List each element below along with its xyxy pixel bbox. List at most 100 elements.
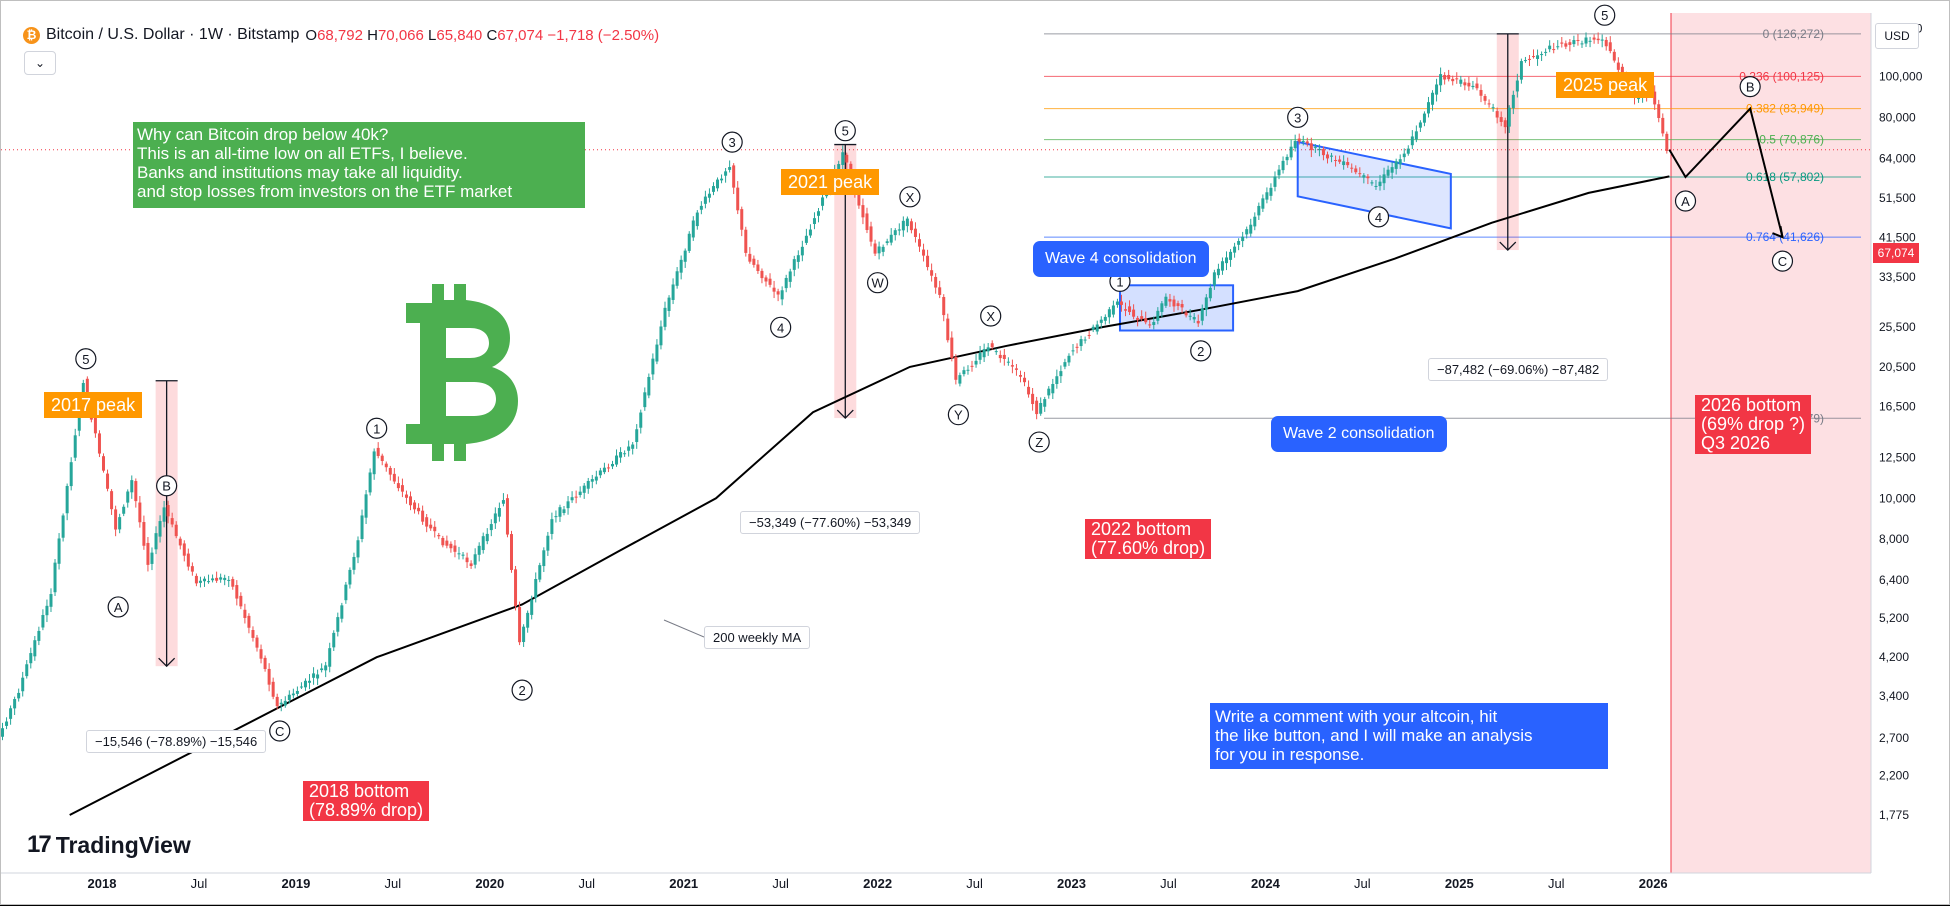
- candle-body: [1463, 82, 1467, 86]
- candle-body: [1002, 354, 1006, 359]
- collapse-legend-button[interactable]: ⌄: [24, 51, 56, 75]
- y-tick-label: 6,400: [1879, 573, 1909, 587]
- wave-label: 5: [1601, 8, 1608, 23]
- candle-body: [69, 462, 73, 487]
- note-line: the like button, and I will make an anal…: [1215, 726, 1533, 745]
- candle-body: [1027, 386, 1031, 395]
- candle-body: [558, 507, 562, 517]
- wave-label: 1: [373, 421, 380, 436]
- candle-body: [663, 307, 667, 327]
- candle-body: [627, 446, 631, 451]
- candle-body: [699, 205, 703, 210]
- tradingview-logo[interactable]: 17 TradingView: [27, 831, 191, 859]
- candle-body: [1600, 39, 1604, 41]
- candle-body: [1596, 38, 1600, 41]
- candle-body: [93, 417, 97, 434]
- candle-body: [1495, 111, 1499, 118]
- candle-body: [106, 473, 110, 489]
- wave-label: 5: [842, 124, 849, 139]
- candle-body: [728, 167, 732, 170]
- x-tick-label: 2024: [1251, 876, 1281, 891]
- wave-label: B: [162, 479, 171, 494]
- candle-body: [433, 526, 437, 532]
- y-tick-label: 12,500: [1879, 450, 1916, 464]
- candle-body: [65, 485, 69, 514]
- wave-label-circle: [1287, 106, 1309, 128]
- wave-label: Y: [954, 408, 963, 423]
- candle-body: [667, 297, 671, 311]
- candle-body: [1023, 377, 1027, 383]
- candle-body: [1043, 399, 1047, 407]
- candle-body: [857, 189, 861, 206]
- candle-body: [691, 220, 695, 238]
- candle-body: [251, 629, 255, 638]
- candle-body: [473, 554, 477, 565]
- candle-body: [1568, 42, 1572, 45]
- candle-body: [720, 178, 724, 181]
- bottom-label-2022: 2022 bottom (77.60% drop): [1085, 519, 1212, 559]
- candle-body: [772, 287, 776, 292]
- candle-body: [1128, 306, 1132, 313]
- candle-body: [384, 463, 388, 468]
- candle-body: [1334, 159, 1338, 161]
- candle-body: [1140, 316, 1144, 320]
- candle-body: [1321, 149, 1325, 156]
- candle-body: [162, 507, 166, 522]
- candle-body: [780, 290, 784, 300]
- candle-body: [922, 249, 926, 256]
- bitcoin-icon: ₿: [23, 26, 40, 44]
- currency-button[interactable]: USD: [1875, 23, 1919, 49]
- candle-body: [687, 233, 691, 251]
- candle-body: [1055, 376, 1059, 385]
- candle-body: [1200, 308, 1204, 321]
- candle-body: [1148, 324, 1152, 326]
- candle-body: [970, 365, 974, 367]
- candle-body: [986, 347, 990, 352]
- candle-body: [1237, 241, 1241, 245]
- candle-body: [1188, 315, 1192, 317]
- candle-body: [598, 470, 602, 476]
- candle-body: [744, 229, 748, 253]
- candle-body: [885, 241, 889, 243]
- x-tick-label: Jul: [1548, 876, 1565, 891]
- candle-body: [190, 566, 194, 572]
- candle-body: [340, 605, 344, 619]
- candle-body: [485, 533, 489, 542]
- candle-body: [1511, 94, 1515, 109]
- wave-label-circle: [156, 475, 178, 497]
- candle-body: [207, 581, 211, 583]
- candle-body: [1305, 141, 1309, 144]
- candle-body: [679, 259, 683, 273]
- candle-body: [1273, 176, 1277, 187]
- x-tick-label: Jul: [966, 876, 983, 891]
- x-tick-label: Jul: [191, 876, 208, 891]
- candle-body: [526, 612, 530, 628]
- candle-body: [114, 509, 118, 530]
- candle-body: [247, 615, 251, 628]
- candle-body: [1382, 174, 1386, 184]
- candle-body: [804, 235, 808, 243]
- y-tick-label: 41,500: [1879, 231, 1916, 245]
- candle-body: [1313, 146, 1317, 148]
- candle-body: [1229, 251, 1233, 260]
- wave-label-circle: [1190, 340, 1212, 362]
- candle-body: [1208, 287, 1212, 299]
- candle-body: [477, 545, 481, 555]
- candle-body: [1103, 316, 1107, 321]
- candle-body: [930, 270, 934, 276]
- candle-body: [5, 721, 9, 726]
- candle-body: [1418, 122, 1422, 128]
- candle-body: [1487, 103, 1491, 105]
- y-tick-label: 64,000: [1879, 151, 1916, 165]
- wave-label: 4: [1375, 210, 1382, 225]
- candle-body: [1471, 85, 1475, 88]
- symbol-title[interactable]: Bitcoin / U.S. Dollar · 1W · Bitstamp: [46, 26, 300, 43]
- candle-body: [1338, 159, 1342, 162]
- candle-body: [501, 500, 505, 504]
- wave-label: C: [1778, 254, 1787, 269]
- candle-body: [1519, 61, 1523, 80]
- bitcoin-logo-icon: [406, 284, 518, 461]
- candle-body: [554, 516, 558, 518]
- candle-body: [1459, 79, 1463, 84]
